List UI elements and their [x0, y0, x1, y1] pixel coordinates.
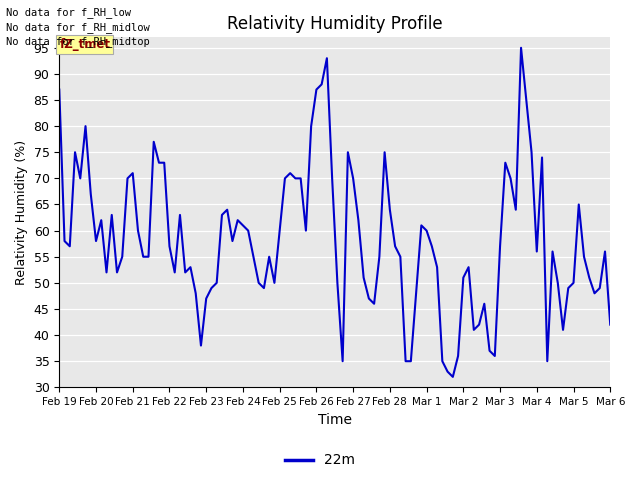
Legend: 22m: 22m	[280, 448, 360, 473]
Text: fZ_tmet: fZ_tmet	[60, 38, 110, 51]
Text: No data for f_RH_midlow: No data for f_RH_midlow	[6, 22, 150, 33]
Title: Relativity Humidity Profile: Relativity Humidity Profile	[227, 15, 443, 33]
Text: No data for f_RH_low: No data for f_RH_low	[6, 7, 131, 18]
Text: No data for f_RH_midtop: No data for f_RH_midtop	[6, 36, 150, 47]
Y-axis label: Relativity Humidity (%): Relativity Humidity (%)	[15, 140, 28, 285]
X-axis label: Time: Time	[318, 413, 352, 427]
